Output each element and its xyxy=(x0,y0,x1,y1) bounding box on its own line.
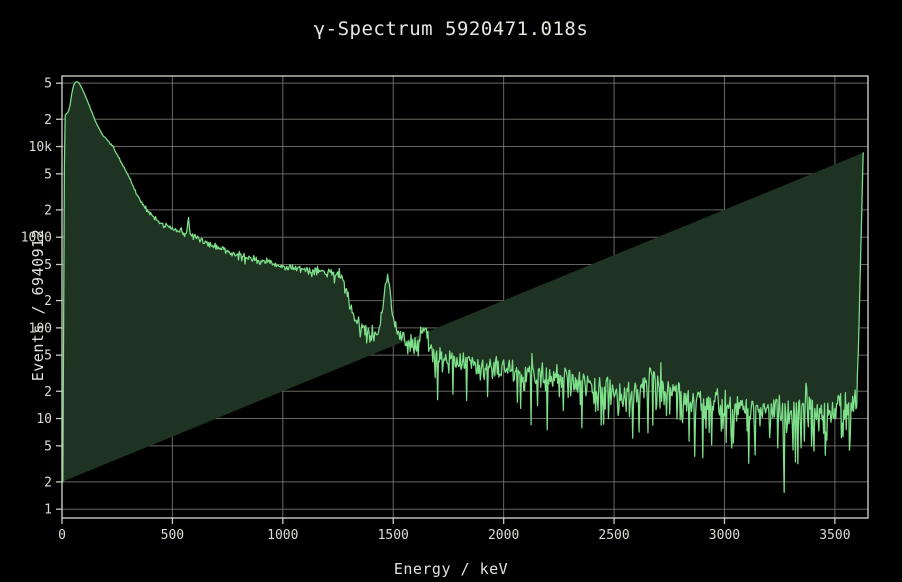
y-tick-label: 2 xyxy=(44,294,52,309)
x-tick-label: 2500 xyxy=(598,528,629,543)
spectrum-line xyxy=(61,81,864,494)
y-tick-label: 5 xyxy=(44,167,52,182)
y-tick-label: 10 xyxy=(36,412,52,427)
x-axis-label: Energy / keV xyxy=(393,560,509,578)
y-tick-label: 2 xyxy=(44,385,52,400)
y-tick-label: 5 xyxy=(44,439,52,454)
y-tick-label: 5 xyxy=(44,349,52,364)
spectrum-fill-area xyxy=(62,81,864,493)
x-tick-label: 3500 xyxy=(819,528,850,543)
page-title: γ-Spectrum 5920471.018s xyxy=(313,18,589,40)
x-tick-label: 1500 xyxy=(378,528,409,543)
axis-ticks xyxy=(56,82,836,524)
x-tick-label: 0 xyxy=(58,528,66,543)
y-tick-label: 10k xyxy=(29,140,53,155)
y-tick-label: 1 xyxy=(44,503,52,518)
x-tick-label: 3000 xyxy=(709,528,740,543)
y-tick-label: 2 xyxy=(44,475,52,490)
y-tick-label: 2 xyxy=(44,113,52,128)
axis-tick-labels: 0 500 1000 1500 2000 2500 3000 3500 1 2 5 10 2 5 100 2 5… xyxy=(21,77,851,543)
y-tick-label: 100 xyxy=(29,321,52,336)
y-tick-label: 5 xyxy=(44,258,52,273)
x-tick-label: 1000 xyxy=(267,528,298,543)
x-tick-label: 2000 xyxy=(488,528,519,543)
y-tick-label: 1000 xyxy=(21,231,52,246)
y-tick-label: 5 xyxy=(44,77,52,92)
y-tick-label: 2 xyxy=(44,203,52,218)
x-tick-label: 500 xyxy=(161,528,184,543)
plot-frame xyxy=(61,75,869,519)
